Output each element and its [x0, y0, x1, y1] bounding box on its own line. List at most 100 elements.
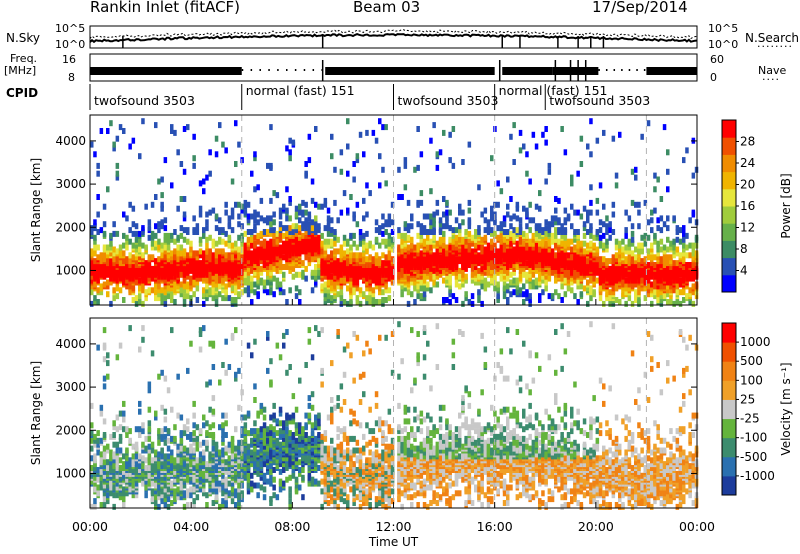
nsearch-tick-top: 10^5 [708, 22, 739, 35]
colorbar-segment [722, 274, 736, 293]
x-tick-label: 08:00 [274, 519, 310, 534]
colorbar-tick-label: 500 [740, 354, 763, 368]
freq-dot [613, 69, 616, 71]
colorbar-segment [722, 475, 736, 496]
freq-tick-bottom: 8 [68, 71, 75, 84]
freq-trace [325, 67, 394, 75]
freq-dot [312, 69, 315, 71]
freq-trace [502, 67, 553, 75]
beam-title: Beam 03 [353, 0, 421, 16]
y-tick-label: 1000 [55, 466, 86, 480]
colorbar-segment [722, 456, 736, 477]
colorbar-tick-label: 25 [740, 392, 755, 406]
colorbar-segment [722, 240, 736, 259]
freq-trace [646, 67, 697, 75]
freq-unit: [MHz] [4, 64, 37, 77]
power-heatmap [90, 118, 699, 307]
nsearch-line [89, 29, 698, 40]
freq-trace [552, 67, 599, 75]
y-tick-label: 1000 [55, 263, 86, 277]
nsky-tick-top: 10^5 [55, 22, 86, 35]
nsearch-legend-dots: ········ [757, 40, 793, 53]
y-tick-label: 4000 [55, 337, 86, 351]
nsky-line [89, 33, 698, 44]
cpid-segment-label: twofsound 3503 [94, 93, 195, 108]
colorbar-label: Power [dB] [779, 173, 793, 238]
colorbar-segment [722, 188, 736, 207]
nsky-tick-bottom: 10^0 [55, 38, 86, 51]
colorbar-label: Velocity [m s⁻¹] [779, 362, 793, 455]
cpid-segment-label: normal (fast) 151 [499, 83, 608, 98]
nave-tick-top: 60 [710, 53, 724, 66]
velocity-heatmap [90, 321, 699, 510]
colorbar-segment [722, 361, 736, 381]
colorbar-tick-label: 1000 [740, 335, 771, 349]
nave-label: Nave [758, 64, 787, 77]
nsky-label: N.Sky [6, 31, 41, 45]
freq-dot [636, 69, 638, 71]
freq-dot [605, 69, 608, 71]
colorbar-tick-label: 4 [740, 264, 748, 278]
x-tick-label: 12:00 [375, 519, 411, 534]
cpid-label: CPID [6, 86, 39, 100]
colorbar-segment [722, 399, 736, 420]
freq-dot [294, 69, 297, 71]
colorbar-tick-label: -25 [740, 412, 760, 426]
freq-tick-top: 16 [62, 53, 76, 66]
colorbar-tick-label: 24 [740, 156, 755, 170]
freq-trace [393, 67, 495, 75]
date-title: 17/Sep/2014 [592, 0, 688, 16]
colorbar-tick-label: 16 [740, 199, 755, 213]
colorbar-segment [722, 437, 736, 458]
freq-dot [598, 69, 600, 71]
x-tick-label: 04:00 [173, 519, 209, 534]
nsky-panel-frame [89, 25, 698, 49]
x-tick-label: 00:00 [679, 519, 715, 534]
colorbar-segment [722, 418, 736, 439]
freq-trace [90, 67, 242, 75]
freq-dot [259, 69, 261, 71]
colorbar-segment [722, 257, 736, 276]
nave-tick-bottom: 0 [710, 71, 717, 84]
colorbar-tick-label: -100 [740, 431, 767, 445]
freq-dot [268, 69, 270, 71]
cpid-segment-label: twofsound 3503 [398, 93, 499, 108]
x-tick-label: 00:00 [72, 519, 108, 534]
cpid-segment-label: normal (fast) 151 [246, 83, 355, 98]
y-tick-label: 3000 [55, 177, 86, 191]
colorbar-segment [722, 223, 736, 241]
freq-dot [241, 69, 244, 71]
cpid-segment-label: twofsound 3503 [549, 93, 650, 108]
colorbar-segment [722, 171, 736, 190]
colorbar-segment [722, 120, 736, 138]
colorbar-frame [721, 322, 737, 496]
nave-legend-dots: ···· [762, 73, 780, 86]
x-axis-label: Time UT [368, 535, 419, 549]
x-tick-label: 20:00 [578, 519, 614, 534]
colorbar-segment [722, 342, 736, 362]
freq-label: Freq. [10, 52, 38, 65]
freq-dot [628, 69, 631, 71]
colorbar-segment [722, 154, 736, 173]
y-axis-label: Slant Range [km] [29, 361, 43, 465]
freq-dot [250, 69, 253, 71]
y-axis-label: Slant Range [km] [29, 158, 43, 262]
x-tick-label: 16:00 [477, 519, 513, 534]
station-title: Rankin Inlet (fitACF) [90, 0, 241, 16]
colorbar-segment [722, 380, 736, 400]
colorbar-segment [722, 137, 736, 155]
y-tick-label: 2000 [55, 423, 86, 437]
colorbar-tick-label: 28 [740, 135, 755, 149]
freq-dot [643, 69, 646, 71]
y-tick-label: 2000 [55, 220, 86, 234]
colorbar-tick-label: 20 [740, 178, 755, 192]
colorbar-tick-label: 100 [740, 373, 763, 387]
freq-dot [303, 69, 306, 71]
nsearch-label: N.Search [745, 31, 800, 45]
colorbar-tick-label: -1000 [740, 469, 775, 483]
colorbar-tick-label: 12 [740, 221, 755, 235]
colorbar-tick-label: 8 [740, 242, 748, 256]
freq-dot [277, 69, 279, 71]
colorbar-segment [722, 206, 736, 224]
